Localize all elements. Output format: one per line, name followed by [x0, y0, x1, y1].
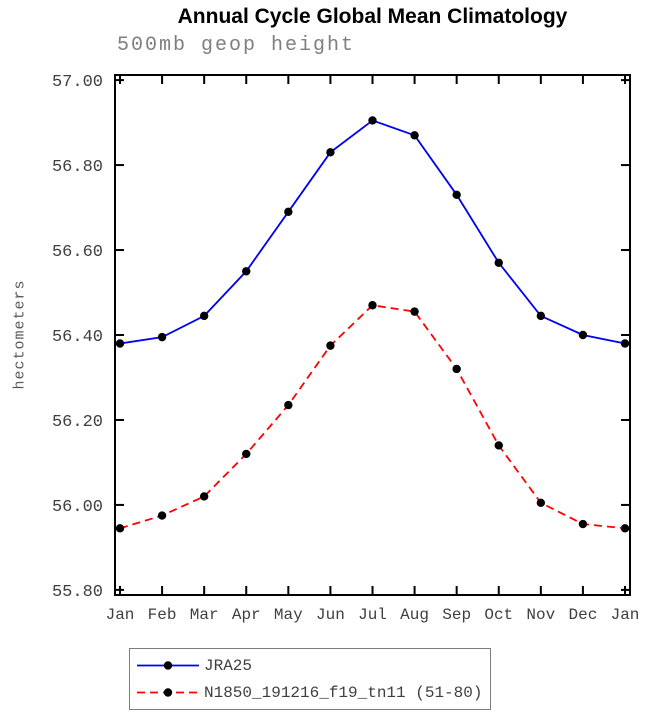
legend-label-jra25: JRA25: [204, 656, 253, 675]
data-point-marker: [242, 449, 251, 459]
data-point-marker: [199, 311, 209, 321]
legend: JRA25 N1850_191216_f19_tn11 (51-80): [129, 648, 491, 710]
y-tick-label: 56.20: [52, 413, 103, 432]
data-point-marker: [284, 207, 293, 216]
x-tick-label: Mar: [190, 606, 219, 624]
legend-sample-marker: [163, 661, 173, 670]
data-point-marker: [368, 116, 377, 125]
data-point-marker: [536, 498, 546, 508]
x-tick-label: Oct: [484, 606, 513, 624]
x-tick-label: Apr: [232, 606, 261, 624]
legend-item-jra25: JRA25: [136, 652, 484, 679]
data-point-marker: [452, 190, 461, 200]
data-point-marker: [326, 148, 335, 157]
y-tick-label: 57.00: [52, 73, 103, 92]
legend-item-n1850: N1850_191216_f19_tn11 (51-80): [136, 679, 484, 706]
y-tick-label: 56.40: [52, 328, 103, 347]
data-point-marker: [242, 267, 251, 276]
data-point-marker: [157, 511, 167, 520]
x-tick-label: Nov: [526, 606, 555, 624]
series-line: [119, 304, 626, 530]
data-point-marker: [410, 131, 419, 140]
data-point-marker: [578, 330, 588, 340]
data-point-marker: [620, 524, 630, 533]
data-point-marker: [536, 311, 546, 321]
data-point-marker: [620, 339, 630, 348]
data-point-marker: [157, 332, 167, 342]
data-point-marker: [368, 301, 377, 310]
data-point-marker: [410, 307, 419, 316]
y-tick-label: 55.80: [52, 583, 103, 602]
y-tick-label: 56.80: [52, 158, 103, 177]
series-line: [119, 119, 626, 345]
data-point-marker: [284, 400, 293, 410]
legend-label-n1850: N1850_191216_f19_tn11 (51-80): [204, 683, 483, 702]
x-tick-label: Jan: [611, 606, 640, 624]
legend-line-sample-jra25: [137, 661, 199, 670]
x-tick-label: Aug: [400, 606, 429, 624]
legend-sample-marker: [163, 688, 173, 697]
x-tick-label: Feb: [148, 606, 177, 624]
axis-tick-labels: Jan Feb Mar Apr May Jun Jul Aug Sep Oct Nov Dec Jan5…: [52, 73, 639, 624]
chart-subtitle: 500mb geop height: [117, 34, 356, 57]
page-title: Annual Cycle Global Mean Climatology: [177, 5, 568, 28]
data-point-marker: [578, 519, 588, 529]
x-tick-label: Jun: [316, 606, 345, 624]
y-tick-label: 56.60: [52, 243, 103, 262]
data-point-marker: [494, 258, 503, 267]
series-N1850_191216_f19_tn11 (51-80): [115, 301, 630, 533]
y-tick-label: 56.00: [52, 498, 103, 517]
x-tick-label: Jul: [358, 606, 387, 624]
x-tick-label: Jan: [106, 606, 135, 624]
data-point-marker: [115, 339, 125, 348]
data-point-marker: [199, 492, 209, 501]
x-tick-label: Dec: [569, 606, 598, 624]
axis-ticks: [115, 75, 630, 595]
plot-frame: [114, 74, 631, 596]
data-point-marker: [115, 524, 125, 533]
data-point-marker: [494, 441, 503, 450]
x-tick-label: May: [274, 606, 303, 624]
data-point-marker: [452, 364, 461, 374]
x-tick-label: Sep: [442, 606, 471, 624]
legend-line-sample-n1850: [137, 688, 199, 697]
data-point-marker: [326, 341, 335, 350]
series-JRA25: [115, 116, 630, 348]
